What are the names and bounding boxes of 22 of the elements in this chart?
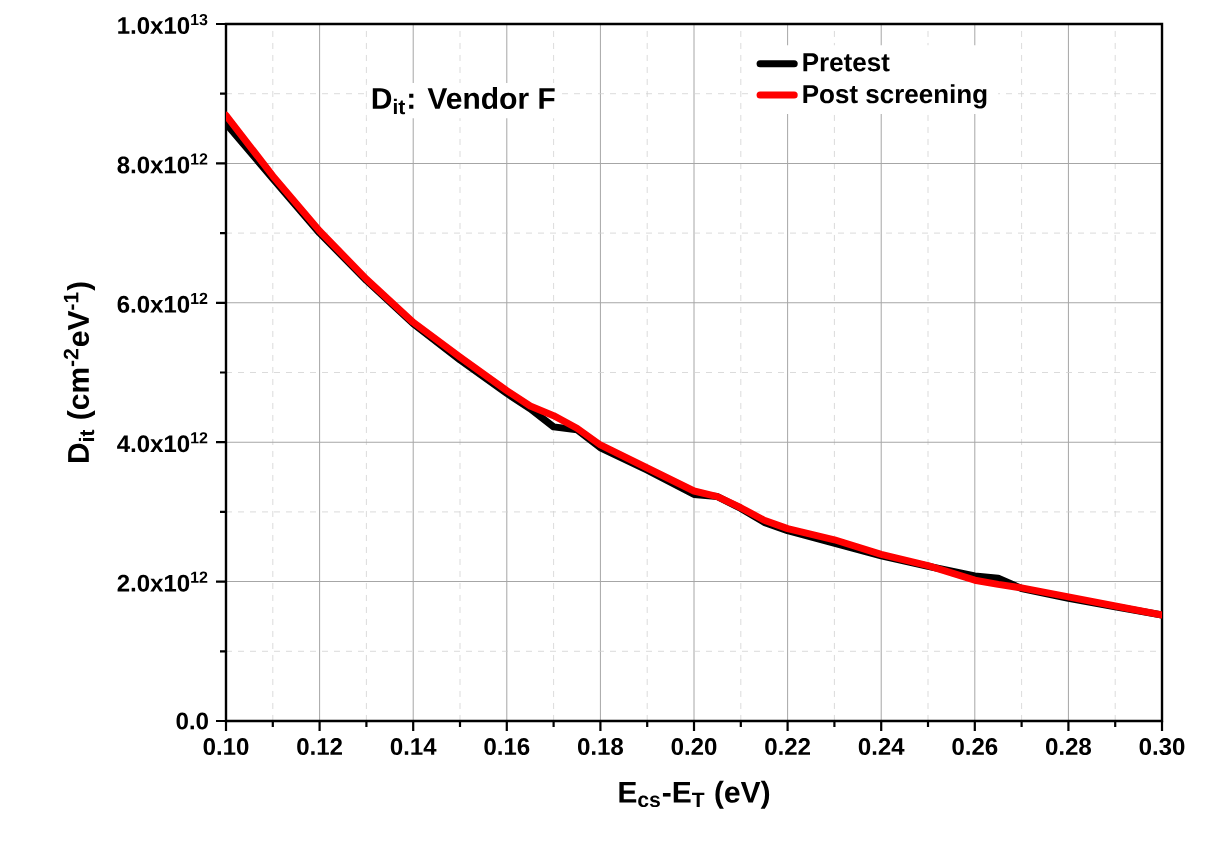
x-axis-title: E$_{cs}$-E$_{T}$ (eV) bbox=[619, 780, 770, 809]
x-tick-label: 0.24 bbox=[858, 738, 905, 756]
y-tick-label: 2.0x10$^{12}$ bbox=[117, 571, 208, 592]
x-tick-label: 0.20 bbox=[671, 738, 717, 756]
x-tick-label: 0.18 bbox=[577, 738, 624, 756]
x-tick-label: 0.12 bbox=[297, 738, 342, 756]
y-tick-label: 0.0 bbox=[176, 712, 208, 730]
y-tick-label: 1.0x10$^{13}$ bbox=[118, 13, 208, 35]
annotation: D$_{it}$: Vendor F bbox=[372, 87, 555, 115]
x-tick-label: 0.28 bbox=[1046, 738, 1092, 756]
y-axis-title: D$_{it}$ (cm$^{-2}$eV$^{-1}$) bbox=[63, 282, 95, 463]
y-tick-label: 8.0x10$^{12}$ bbox=[117, 153, 208, 174]
y-tick-label: 6.0x10$^{12}$ bbox=[117, 292, 208, 313]
x-tick-label: 0.16 bbox=[484, 738, 530, 756]
x-tick-label: 0.26 bbox=[952, 738, 998, 756]
x-tick-label: 0.22 bbox=[765, 738, 810, 756]
x-tick-label: 0.14 bbox=[390, 738, 437, 756]
legend-label: Post screening bbox=[803, 84, 987, 109]
x-tick-label: 0.30 bbox=[1139, 738, 1185, 756]
y-tick-label: 4.0x10$^{12}$ bbox=[117, 432, 208, 453]
x-tick-label: 0.10 bbox=[203, 738, 249, 756]
legend-label: Pretest bbox=[803, 53, 890, 72]
